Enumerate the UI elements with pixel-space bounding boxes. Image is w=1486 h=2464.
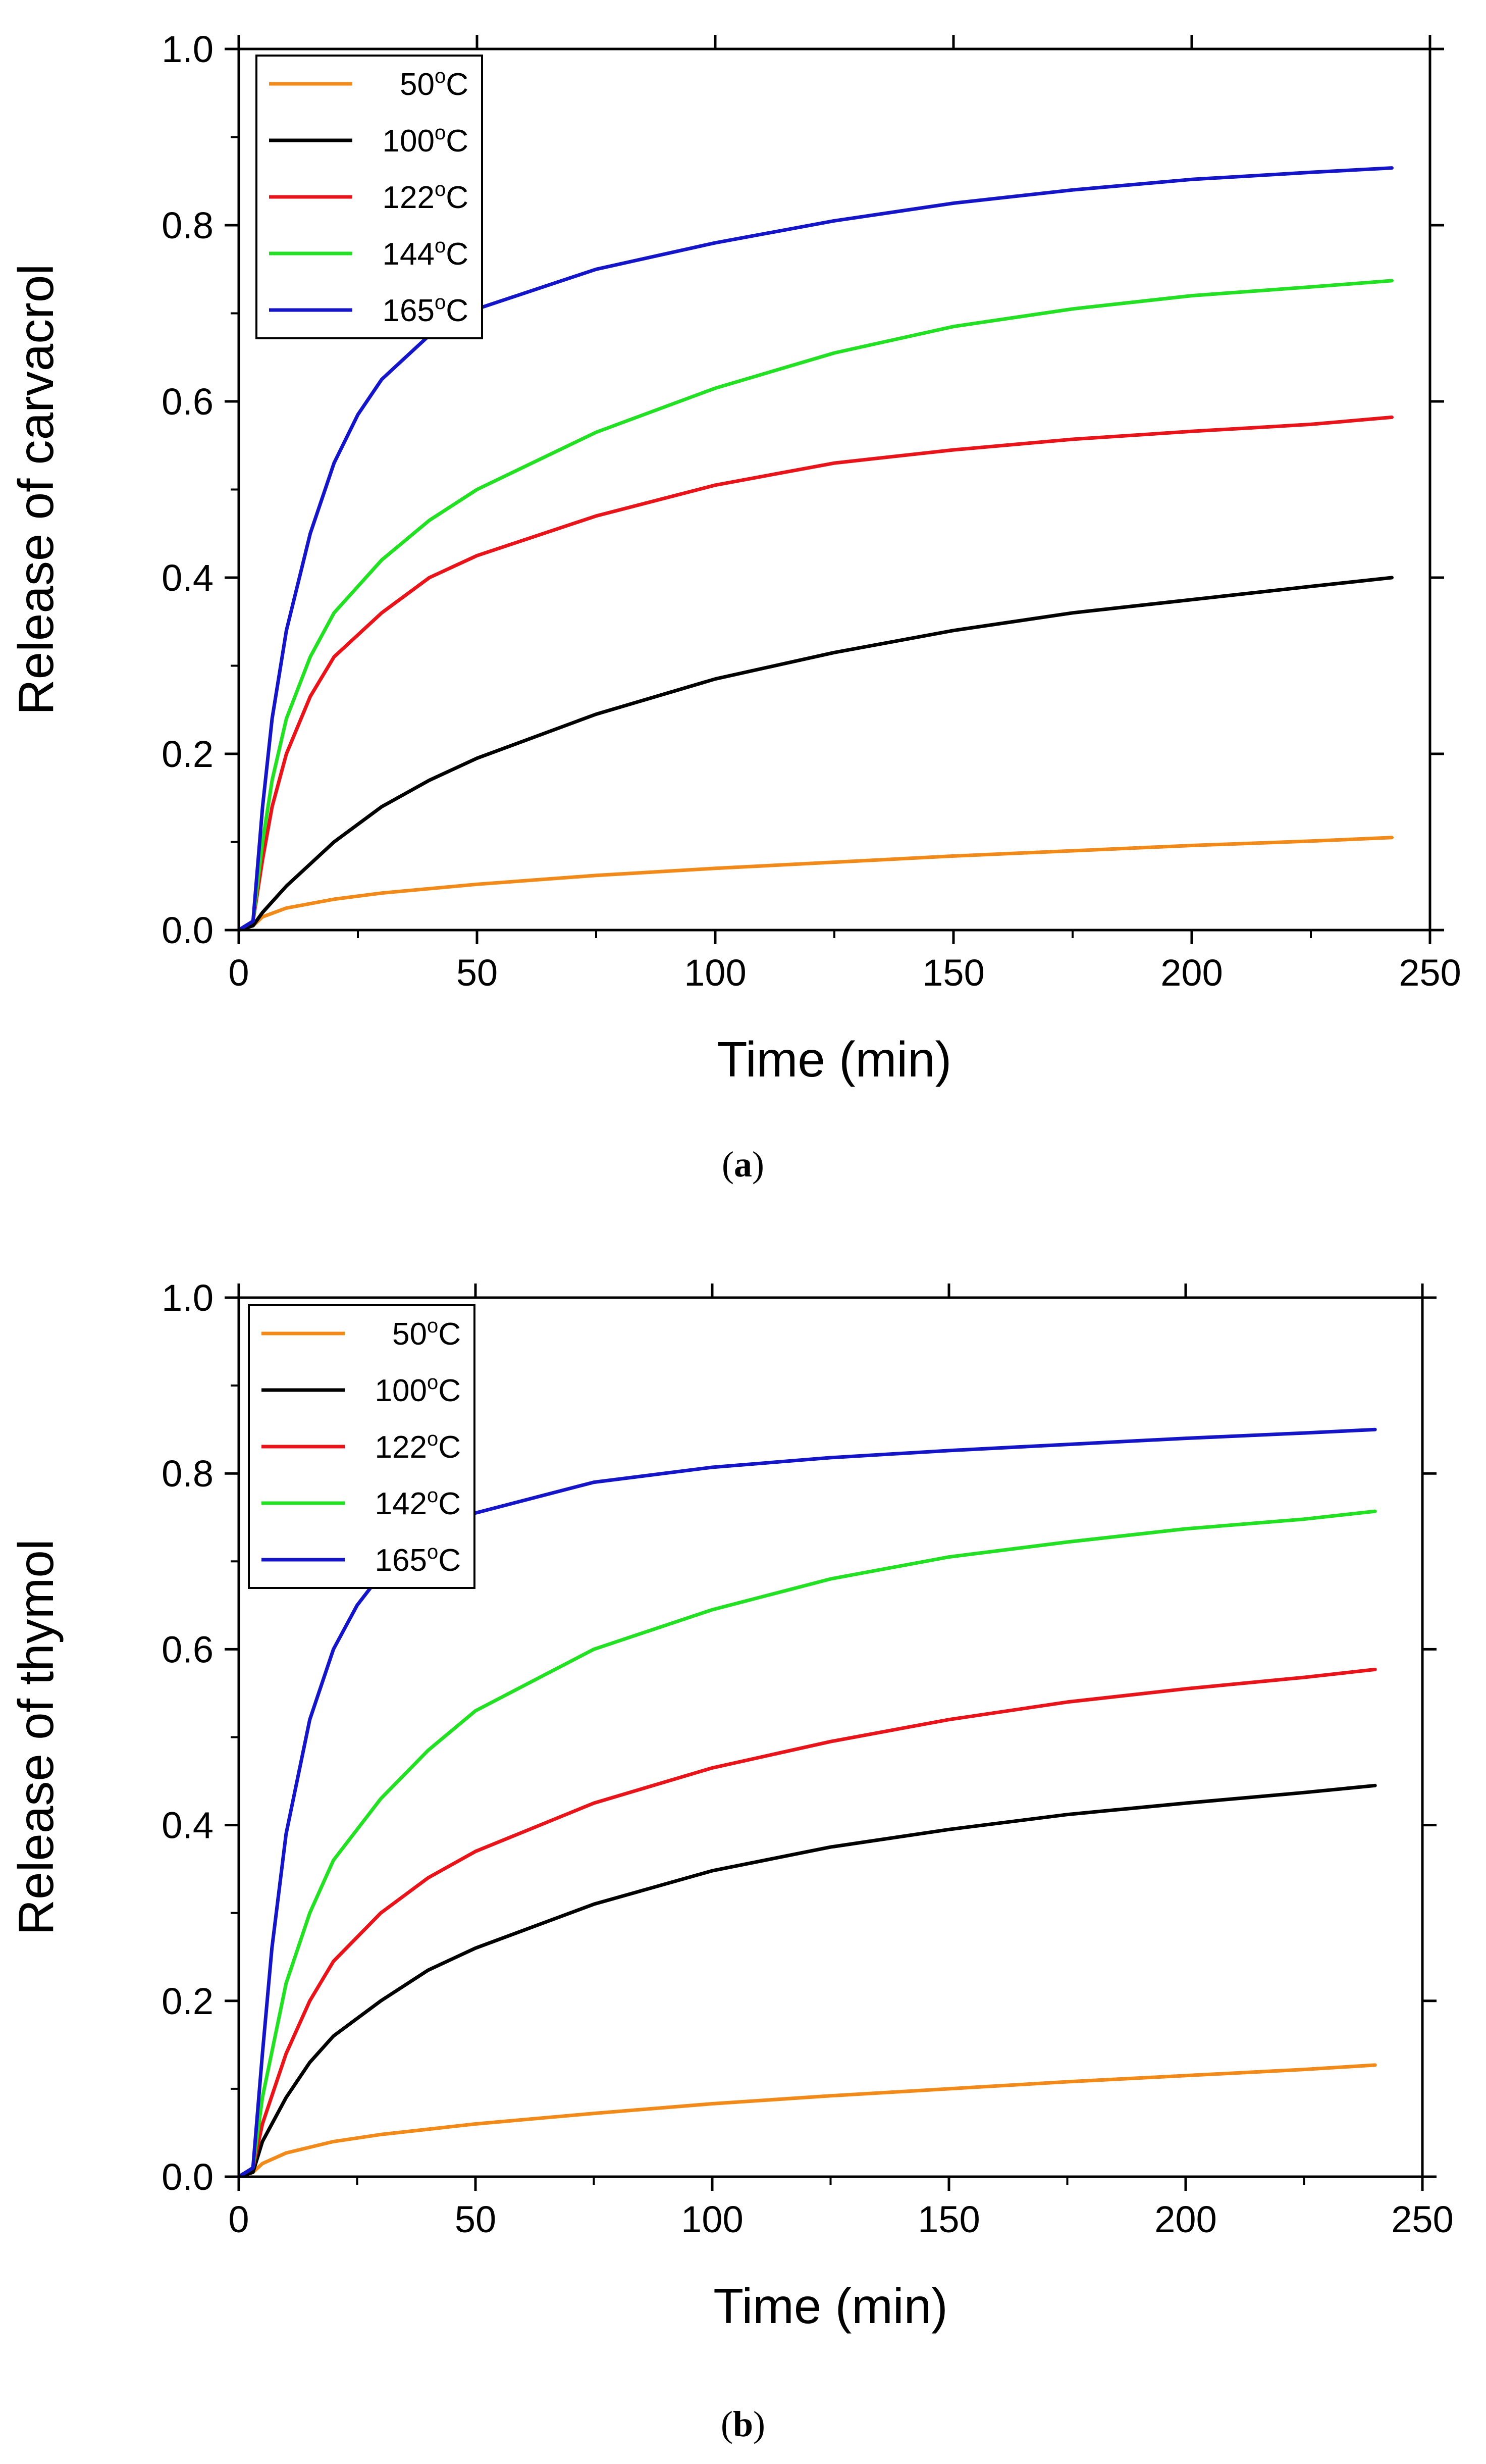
y-tick-label-b-0: 0.0: [162, 2156, 214, 2198]
y-tick-label-b-2: 0.4: [162, 1805, 214, 1846]
y-tick-label-a-3: 0.6: [162, 381, 214, 423]
legend-label-b-4: 165oC: [375, 1541, 461, 1578]
series-line-b-3: [237, 1509, 1377, 2179]
series-line-a-1: [237, 576, 1394, 932]
legend-label-a-3: 144oC: [383, 235, 468, 272]
legend-label-b-2: 122oC: [375, 1428, 461, 1465]
y-tick-label-a-0: 0.0: [162, 909, 214, 951]
x-axis-title-a: Time (min): [717, 1032, 952, 1087]
x-tick-label-b-0: 0: [228, 2198, 249, 2240]
x-tick-label-a-5: 250: [1399, 952, 1461, 994]
y-tick-label-a-2: 0.4: [162, 557, 214, 599]
series-line-b-2: [237, 1667, 1377, 2179]
series-line-a-2: [237, 415, 1394, 932]
y-tick-label-b-3: 0.6: [162, 1628, 214, 1670]
figure-caption-a: (a): [722, 1144, 764, 1185]
legend-label-b-3: 142oC: [375, 1484, 461, 1521]
y-tick-label-b-5: 1.0: [162, 1277, 214, 1319]
legend-label-a-0: 50oC: [400, 65, 468, 102]
figure-caption-b: (b): [721, 2404, 765, 2444]
chart-b-svg: 0 50 100 150 200 250 0.0 0.2 0.4 0.6 0.8 1.0 Time (m…: [8, 1277, 1454, 2444]
x-tick-label-a-4: 200: [1160, 952, 1223, 994]
chart-a-svg: 0 50 100 150 200 250 0.0 0.2 0.4 0.6 0.8 1.0 Time (m…: [8, 28, 1461, 1185]
y-tick-label-a-1: 0.2: [162, 733, 214, 775]
x-tick-label-a-2: 100: [684, 952, 746, 994]
y-tick-label-a-5: 1.0: [162, 28, 214, 70]
legend-label-a-4: 165oC: [383, 291, 468, 328]
legend-label-a-2: 122oC: [383, 178, 468, 215]
legend-label-b-0: 50oC: [392, 1315, 461, 1352]
x-tick-label-b-2: 100: [681, 2198, 743, 2240]
y-axis-title-a: Release of carvacrol: [8, 264, 64, 715]
x-tick-label-a-1: 50: [456, 952, 498, 994]
legend-label-a-1: 100oC: [383, 122, 468, 159]
series-line-a-3: [237, 279, 1394, 932]
chart-panel-b: 0 50 100 150 200 250 0.0 0.2 0.4 0.6 0.8 1.0 Time (m…: [0, 1232, 1486, 2464]
chart-panel-a: 0 50 100 150 200 250 0.0 0.2 0.4 0.6 0.8 1.0 Time (m…: [8, 28, 1461, 1185]
legend-label-b-1: 100oC: [375, 1371, 461, 1408]
x-tick-label-a-3: 150: [922, 952, 984, 994]
x-axis-title-b: Time (min): [713, 2278, 948, 2334]
legend-b: 50oC 100oC 122oC 142oC 165oC: [248, 1304, 475, 1589]
series-line-a-0: [237, 836, 1394, 932]
y-tick-label-b-4: 0.8: [162, 1453, 214, 1495]
legend-a: 50oC 100oC 122oC 144oC 165oC: [255, 55, 483, 339]
series-line-b-1: [237, 1783, 1377, 2179]
y-axis-title-b: Release of thymol: [8, 1539, 64, 1935]
y-tick-label-a-4: 0.8: [162, 204, 214, 246]
x-tick-label-b-5: 250: [1391, 2198, 1453, 2240]
x-tick-label-a-0: 0: [228, 952, 249, 994]
x-tick-label-b-3: 150: [918, 2198, 980, 2240]
x-tick-label-b-4: 200: [1154, 2198, 1216, 2240]
y-tick-label-b-1: 0.2: [162, 1980, 214, 2022]
x-tick-label-b-1: 50: [455, 2198, 496, 2240]
series-line-b-0: [237, 2063, 1377, 2179]
